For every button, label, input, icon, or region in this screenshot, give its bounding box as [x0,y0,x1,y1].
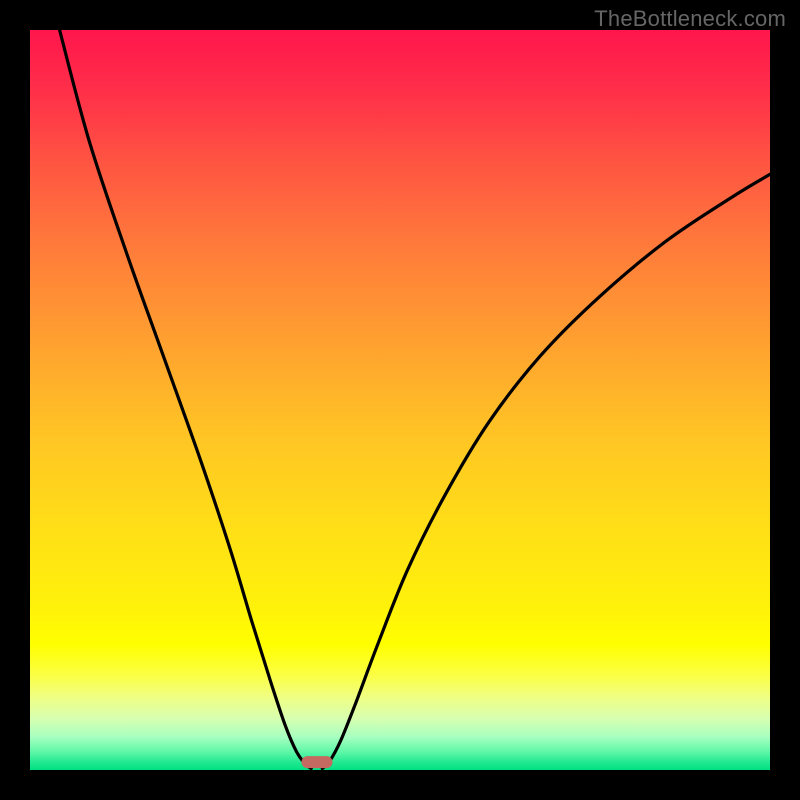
plot-frame [30,30,770,770]
bottleneck-curve [30,30,770,770]
minimum-marker [302,756,333,768]
watermark-text: TheBottleneck.com [594,6,786,32]
curve-right-branch [322,174,770,768]
plot-area [30,30,770,770]
curve-left-branch [60,30,312,769]
